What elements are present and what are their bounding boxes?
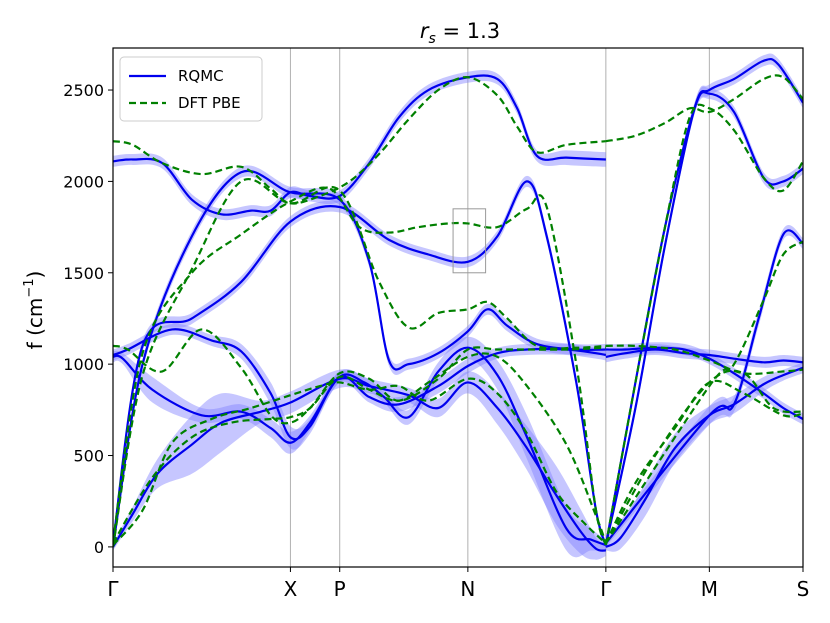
y-tick-label: 2500 xyxy=(63,81,104,100)
x-tick-label: Γ xyxy=(107,577,119,601)
y-tick-label: 0 xyxy=(94,538,104,557)
legend-label-rqmc: RQMC xyxy=(178,67,224,85)
dft-branch-line xyxy=(113,178,606,548)
series-lines xyxy=(113,57,803,552)
dft-branch-line xyxy=(604,240,803,544)
rqmc-branch-line xyxy=(605,346,803,420)
dft-branch-line xyxy=(113,76,606,205)
legend: RQMC DFT PBE xyxy=(119,56,263,122)
x-tick-label: Γ xyxy=(600,577,612,601)
rqmc-branch-line xyxy=(113,377,607,552)
legend-box xyxy=(119,56,263,122)
dft-branch-line xyxy=(113,328,606,425)
inset-box xyxy=(452,208,487,274)
dft-branch-line xyxy=(604,369,803,544)
x-tick-label: S xyxy=(797,577,810,601)
plot-frame xyxy=(112,47,804,568)
dft-branch-line xyxy=(113,377,607,546)
dft-branch-line xyxy=(604,103,803,546)
rqmc-branch-line xyxy=(113,169,606,548)
y-tick-label: 1000 xyxy=(63,355,104,374)
chart-title: rs = 1.3 xyxy=(420,19,500,47)
dft-branch-line xyxy=(605,74,803,143)
x-tick-label: N xyxy=(460,577,475,601)
dft-branch-line xyxy=(113,186,607,546)
rqmc-branch-line xyxy=(113,180,607,546)
y-tick-label: 500 xyxy=(73,447,104,466)
vertical-grid xyxy=(289,48,710,567)
dft-branch-line xyxy=(605,344,803,375)
y-axis-ticks: 0 500 1000 1500 2000 2500 xyxy=(63,81,113,557)
y-tick-label: 1500 xyxy=(63,264,104,283)
rqmc-branch-line xyxy=(113,346,607,547)
rqmc-branch-line xyxy=(605,348,803,364)
x-tick-label: X xyxy=(284,577,298,601)
rqmc-branch-line xyxy=(605,229,803,544)
x-tick-label: P xyxy=(334,577,346,601)
x-tick-label: M xyxy=(701,577,718,601)
y-axis-label: f (cm−1) xyxy=(22,271,47,350)
y-tick-label: 2000 xyxy=(63,172,104,191)
legend-label-dft: DFT PBE xyxy=(178,94,241,112)
rqmc-branch-line xyxy=(604,57,803,546)
